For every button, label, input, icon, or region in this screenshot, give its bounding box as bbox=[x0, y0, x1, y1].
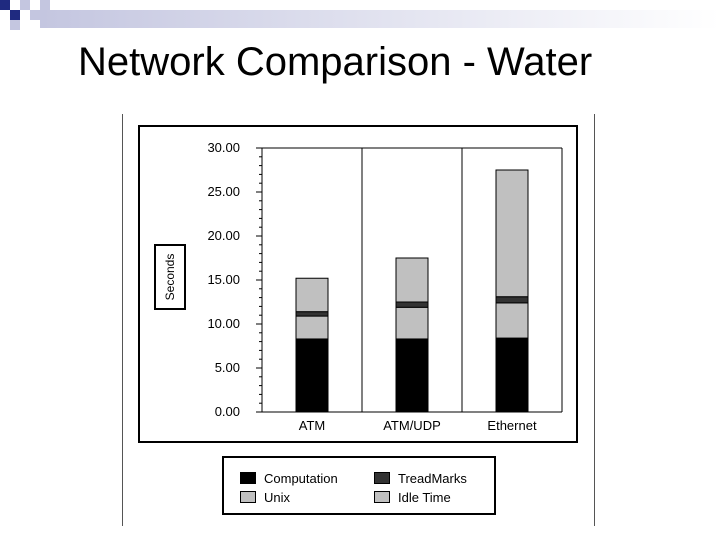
bar-segment-unix bbox=[495, 302, 529, 339]
y-tick-label: 30.00 bbox=[207, 140, 240, 155]
y-tick-label: 15.00 bbox=[207, 272, 240, 287]
legend: Computation TreadMarks Unix Idle Time bbox=[222, 456, 496, 515]
title-decoration bbox=[0, 0, 720, 30]
legend-swatch bbox=[374, 491, 390, 503]
x-tick-label: Ethernet bbox=[487, 418, 537, 433]
bar-segment-computation bbox=[495, 337, 529, 413]
y-axis-label: Seconds bbox=[163, 253, 177, 301]
bar-segment-computation bbox=[395, 338, 429, 413]
legend-swatch bbox=[240, 491, 256, 503]
left-divider bbox=[122, 114, 123, 526]
bar-segment-idle-time bbox=[295, 277, 329, 313]
bar-segment-unix bbox=[295, 315, 329, 340]
y-tick-label: 0.00 bbox=[215, 404, 240, 419]
y-tick-label: 25.00 bbox=[207, 184, 240, 199]
legend-item-idle-time: Idle Time bbox=[374, 489, 451, 505]
legend-label: TreadMarks bbox=[398, 470, 467, 486]
bar-segment-computation bbox=[295, 338, 329, 413]
legend-item-unix: Unix bbox=[240, 489, 290, 505]
right-divider bbox=[594, 114, 595, 526]
legend-label: Idle Time bbox=[398, 489, 451, 505]
bar-segment-treadmarks bbox=[495, 296, 529, 304]
bar-segment-treadmarks bbox=[395, 301, 429, 308]
legend-swatch bbox=[240, 472, 256, 484]
legend-swatch bbox=[374, 472, 390, 484]
legend-item-computation: Computation bbox=[240, 470, 338, 486]
bar-segment-treadmarks bbox=[295, 311, 329, 317]
slide-title: Network Comparison - Water bbox=[78, 40, 593, 84]
y-tick-label: 20.00 bbox=[207, 228, 240, 243]
y-tick-label: 10.00 bbox=[207, 316, 240, 331]
y-tick-label: 5.00 bbox=[215, 360, 240, 375]
bar-segment-idle-time bbox=[495, 169, 529, 298]
bar-segment-idle-time bbox=[395, 257, 429, 303]
x-tick-label: ATM bbox=[299, 418, 325, 433]
legend-label: Computation bbox=[264, 470, 338, 486]
legend-label: Unix bbox=[264, 489, 291, 505]
x-tick-label: ATM/UDP bbox=[383, 418, 441, 433]
legend-item-treadmarks: TreadMarks bbox=[374, 470, 467, 486]
y-axis-label-box bbox=[154, 244, 186, 310]
bar-segment-unix bbox=[395, 306, 429, 340]
